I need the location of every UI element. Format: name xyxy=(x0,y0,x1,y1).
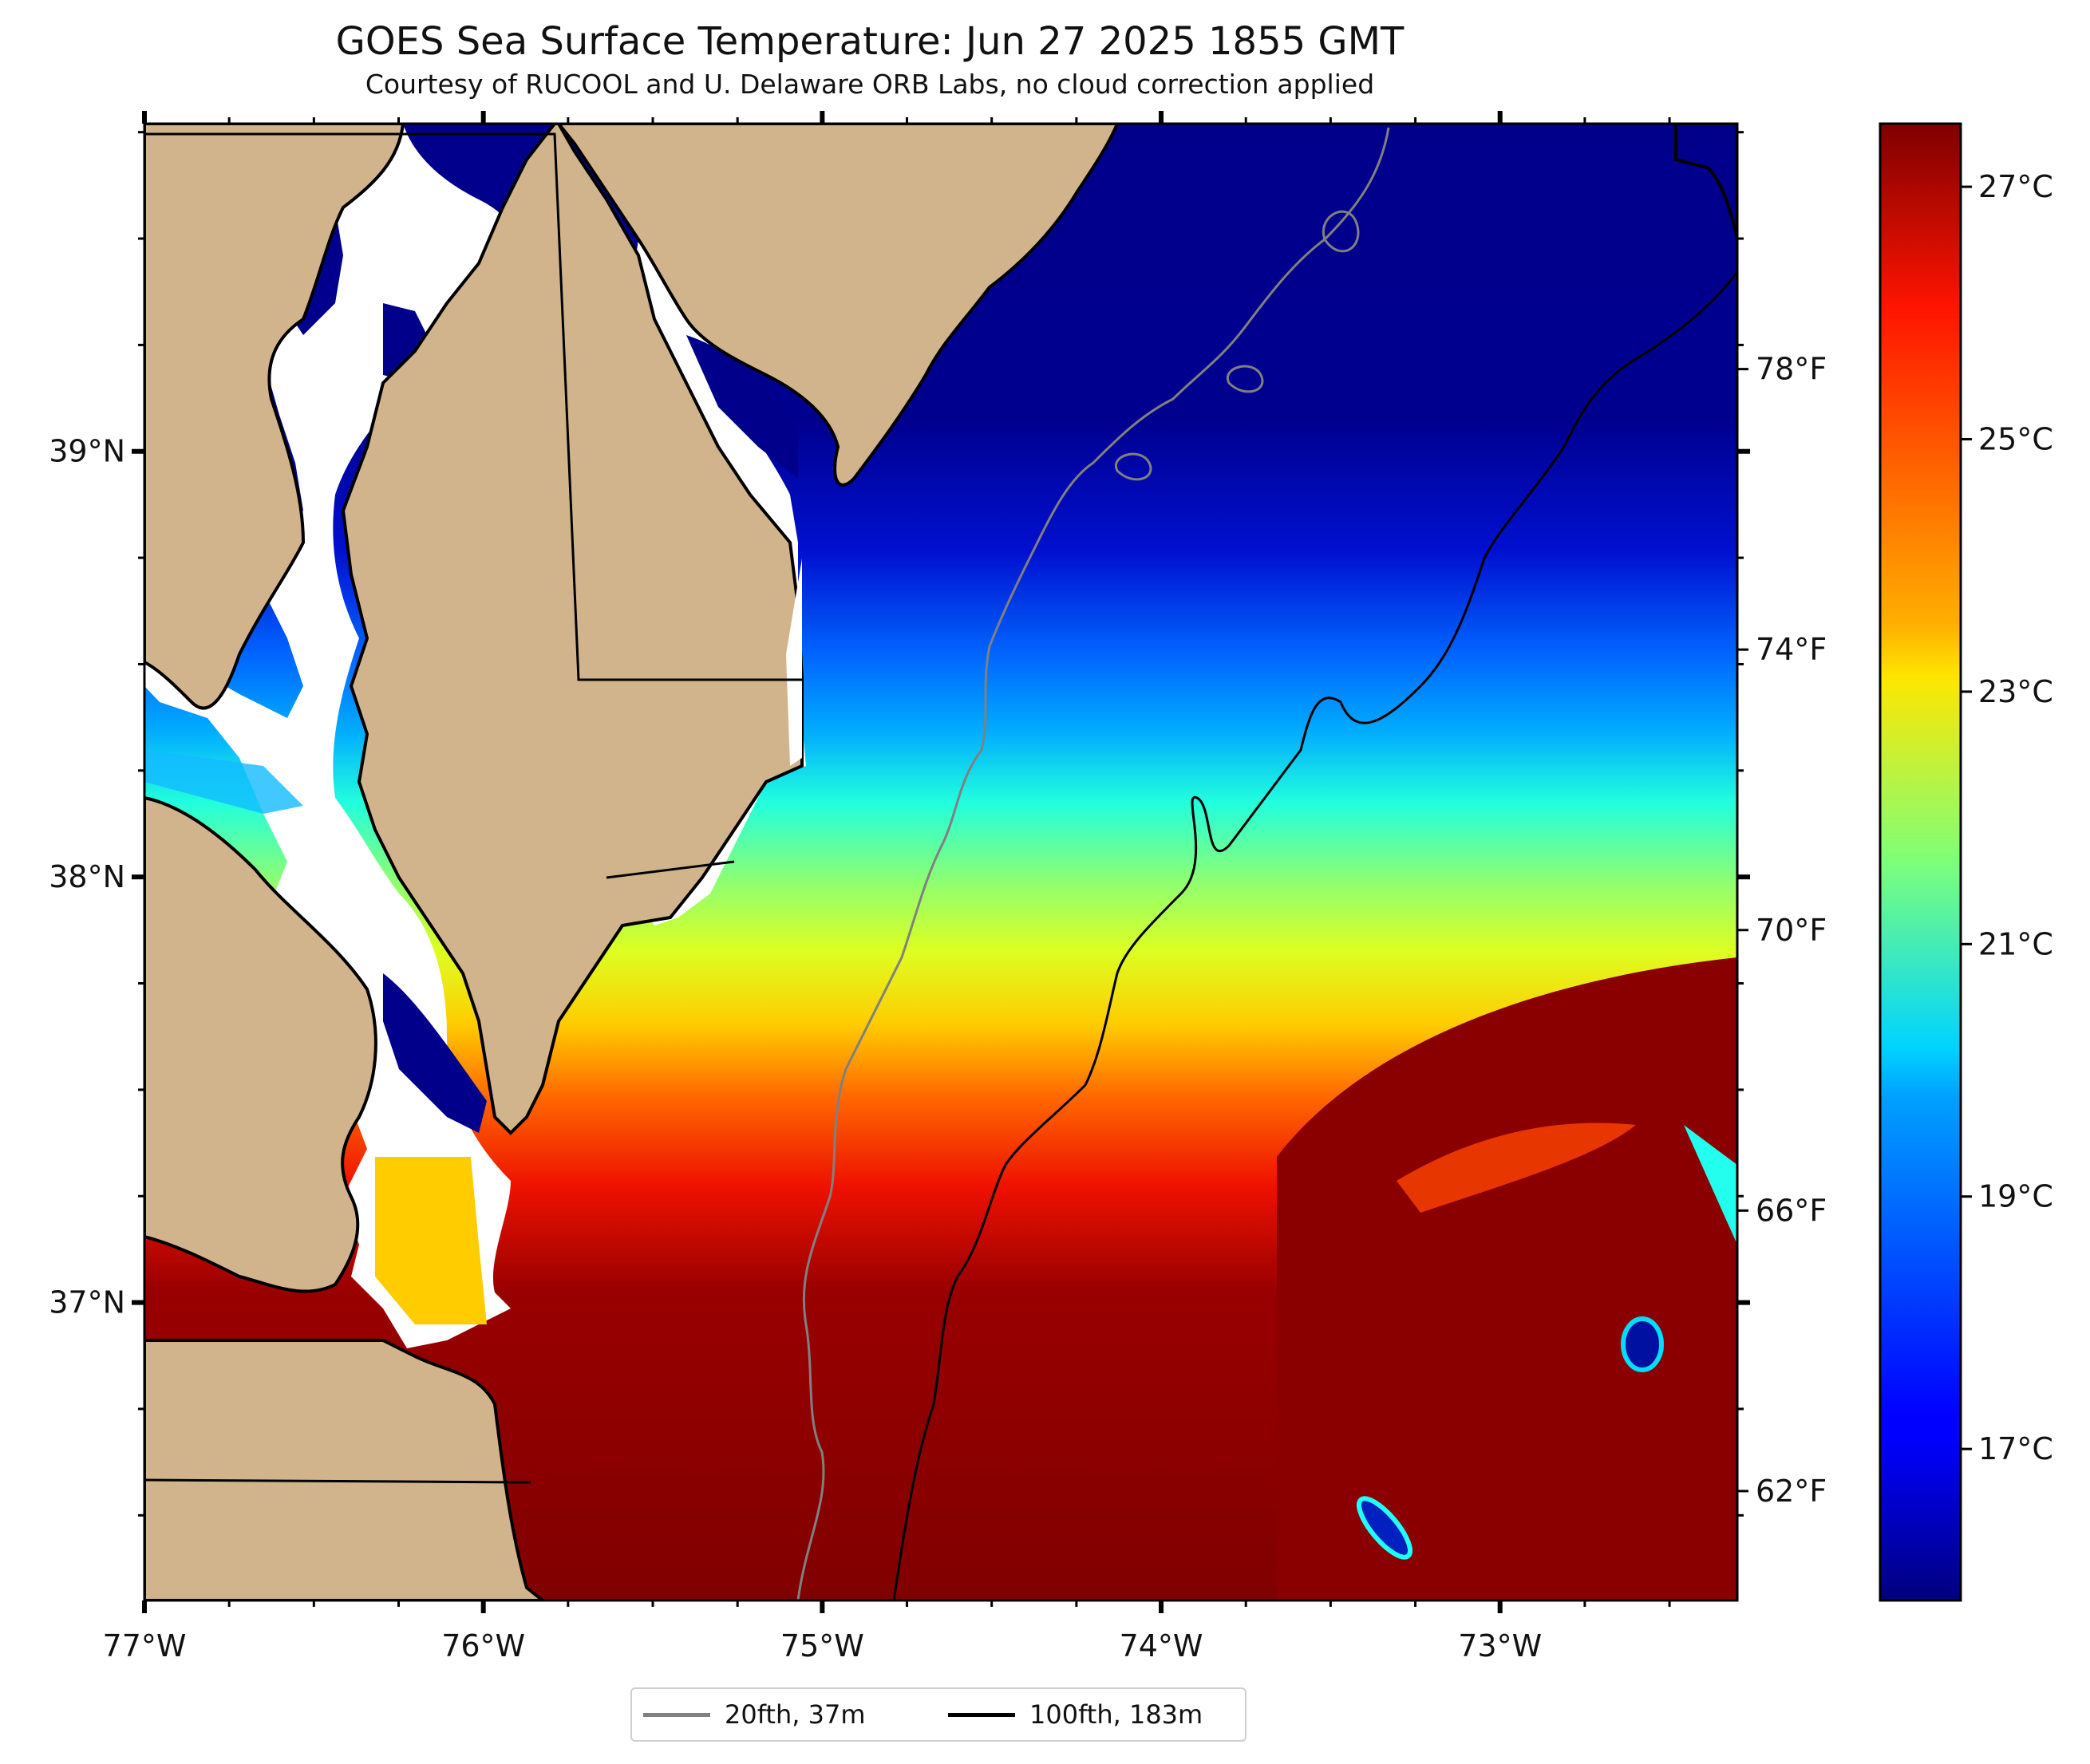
state-border-va-nc xyxy=(144,1478,531,1484)
cold-filament xyxy=(1356,1496,1413,1560)
celsius-tick-label: 17°C xyxy=(1978,1431,2053,1466)
map-axis-ticks: 77°W 76°W 75°W 74°W 73°W 39°N 38°N 37°N xyxy=(49,111,1750,1663)
legend-item-20fth: 20fth, 37m xyxy=(643,1689,865,1740)
lat-tick-label: 38°N xyxy=(49,859,125,894)
celsius-tick-label: 19°C xyxy=(1978,1179,2053,1214)
virginia-northern-neck-land xyxy=(144,795,377,1293)
contour-legend: 20fth, 37m 100fth, 183m xyxy=(630,1687,1246,1742)
lat-tick-label: 39°N xyxy=(49,434,125,469)
potomac-cool xyxy=(144,750,303,814)
fahrenheit-tick-label: 74°F xyxy=(1756,632,1827,667)
fahrenheit-tick-label: 66°F xyxy=(1756,1193,1827,1228)
celsius-tick-label: 21°C xyxy=(1978,926,2053,961)
legend-label-100fth: 100fth, 183m xyxy=(1029,1699,1203,1730)
legend-swatch-100fth xyxy=(948,1712,1015,1717)
legend-swatch-20fth xyxy=(643,1712,710,1717)
contour-100fth xyxy=(892,270,1737,1600)
warm-filament xyxy=(1397,1123,1636,1213)
colorbar-ticks: 17°C 19°C 21°C 23°C 25°C 27°C 62°F 66°F 70°F 74°F… xyxy=(1737,169,2053,1509)
contour-20fth-shoal xyxy=(1114,452,1152,481)
state-border-md-va xyxy=(606,860,735,879)
fahrenheit-tick-label: 78°F xyxy=(1756,352,1827,387)
celsius-tick-label: 27°C xyxy=(1978,169,2053,204)
far-coast-line xyxy=(1674,124,1737,240)
bay-mouth-warm xyxy=(375,1157,487,1324)
western-shore-land xyxy=(144,124,405,710)
celsius-tick-label: 25°C xyxy=(1978,422,2053,457)
fahrenheit-tick-label: 70°F xyxy=(1756,913,1827,948)
lon-tick-label: 77°W xyxy=(103,1628,187,1663)
cool-wedge xyxy=(1684,1125,1737,1245)
new-jersey-land xyxy=(556,124,1120,487)
celsius-tick-label: 23°C xyxy=(1978,674,2053,709)
state-border-de-md xyxy=(144,132,802,681)
map-frame xyxy=(143,122,1739,1602)
virginia-beach-land xyxy=(144,1339,546,1600)
contour-20fth-shoal xyxy=(1322,210,1360,253)
fahrenheit-tick-label: 62°F xyxy=(1756,1474,1827,1509)
map-title: GOES Sea Surface Temperature: Jun 27 202… xyxy=(335,19,1405,64)
delaware-bay-cold xyxy=(686,335,798,479)
lat-tick-label: 37°N xyxy=(49,1285,125,1320)
barrier-island-margin xyxy=(786,558,802,766)
lon-tick-label: 74°W xyxy=(1120,1628,1203,1663)
contour-20fth xyxy=(796,127,1390,1600)
legend-label-20fth: 20fth, 37m xyxy=(725,1699,866,1730)
lon-tick-label: 76°W xyxy=(441,1628,525,1663)
map-subtitle: Courtesy of RUCOOL and U. Delaware ORB L… xyxy=(365,69,1375,100)
delmarva-peninsula-land xyxy=(341,124,804,1135)
lon-tick-label: 73°W xyxy=(1458,1628,1542,1663)
contour-20fth-shoal xyxy=(1226,365,1264,393)
colorbar xyxy=(1879,122,1962,1602)
map-area xyxy=(144,124,1737,1600)
cold-eddy xyxy=(1621,1316,1664,1372)
gulf-stream-warm-core xyxy=(1277,957,1737,1600)
bay-mouth-cold xyxy=(383,973,487,1133)
legend-item-100fth: 100fth, 183m xyxy=(948,1689,1203,1740)
lon-tick-label: 75°W xyxy=(780,1628,864,1663)
